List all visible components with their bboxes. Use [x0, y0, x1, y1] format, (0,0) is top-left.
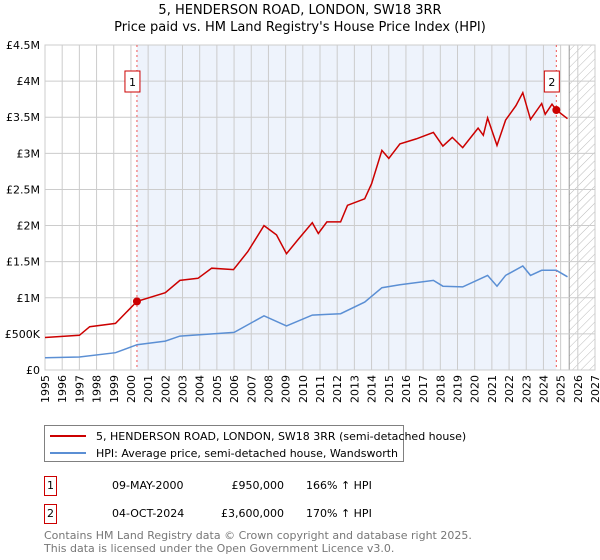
y-tick-label: £0	[26, 364, 40, 377]
sale-marker-box	[124, 70, 141, 93]
y-tick-label: £3.5M	[6, 111, 40, 124]
x-tick-label: 1999	[108, 375, 121, 403]
x-tick-label: 2002	[159, 375, 172, 403]
x-tick-label: 2017	[417, 375, 430, 403]
future-hatched-region	[569, 45, 595, 370]
footer-line-1: Contains HM Land Registry data © Crown c…	[44, 529, 472, 542]
price-chart: 1995 1996 1997 1998 1999 2000 2001 2002 2003 2004…	[5, 39, 600, 403]
x-tick-label: 2011	[314, 375, 327, 403]
x-tick-label: 2003	[177, 375, 190, 403]
y-tick-label: £4M	[17, 75, 41, 88]
y-tick-label: £1.5M	[6, 256, 40, 269]
legend-item-hpi: HPI: Average price, semi-detached house,…	[45, 445, 398, 461]
sale-price: £950,000	[231, 479, 285, 492]
footer-attribution: Contains HM Land Registry data © Crown c…	[44, 529, 472, 555]
sale-hpi-change: 166% ↑ HPI	[306, 479, 372, 492]
x-tick-label: 2001	[142, 375, 155, 403]
x-tick-label: 1995	[39, 375, 52, 403]
sale-marker-label: 1	[129, 76, 136, 89]
x-tick-label: 2014	[366, 375, 379, 403]
legend-label-property: 5, HENDERSON ROAD, LONDON, SW18 3RR (sem…	[96, 429, 467, 443]
x-tick-label: 2007	[245, 375, 258, 403]
x-tick-label: 2023	[520, 375, 533, 403]
red-line-swatch	[50, 435, 86, 437]
y-tick-label: £2M	[17, 220, 41, 233]
sale-date: 04-OCT-2024	[112, 507, 185, 520]
property-series-line	[44, 90, 568, 339]
y-tick-label: £500K	[5, 328, 41, 341]
x-tick-label: 2019	[452, 375, 465, 403]
x-tick-label: 2000	[125, 375, 138, 403]
x-tick-label: 2020	[469, 375, 482, 403]
sale-point	[552, 106, 561, 114]
x-tick-label: 2010	[297, 375, 310, 403]
sale-row-1: 1 09-MAY-2000 £950,000 166% ↑ HPI	[44, 476, 464, 496]
y-tick-label: £1M	[17, 292, 41, 305]
x-tick-label: 1996	[56, 375, 69, 403]
sale-date: 09-MAY-2000	[112, 479, 184, 492]
x-tick-label: 2025	[555, 375, 568, 403]
sale-hpi-change: 170% ↑ HPI	[306, 507, 372, 520]
x-tick-label: 2008	[262, 375, 275, 403]
x-tick-label: 2026	[572, 375, 585, 403]
x-tick-label: 2006	[228, 375, 241, 403]
hpi-series-line	[44, 265, 568, 359]
x-tick-label: 2013	[348, 375, 361, 403]
sale-marker-label: 2	[548, 76, 555, 89]
x-tick-label: 2021	[486, 375, 499, 403]
x-tick-label: 2009	[280, 375, 293, 403]
sale-row-2: 2 04-OCT-2024 £3,600,000 170% ↑ HPI	[44, 504, 464, 524]
legend-label-hpi: HPI: Average price, semi-detached house,…	[96, 446, 398, 460]
footer-line-2: This data is licensed under the Open Gov…	[44, 542, 395, 555]
x-tick-label: 2016	[400, 375, 413, 403]
sale-price: £3,600,000	[221, 507, 284, 520]
x-tick-label: 2004	[194, 375, 207, 403]
sale-marker-badge: 2	[44, 504, 57, 524]
legend: 5, HENDERSON ROAD, LONDON, SW18 3RR (sem…	[44, 425, 466, 462]
x-tick-label: 1998	[91, 375, 104, 403]
x-tick-label: 2005	[211, 375, 224, 403]
sale-marker-badge: 1	[44, 476, 57, 496]
y-tick-label: £3M	[17, 147, 41, 160]
chart-title: 5, HENDERSON ROAD, LONDON, SW18 3RR	[158, 3, 442, 18]
legend-item-property: 5, HENDERSON ROAD, LONDON, SW18 3RR (sem…	[45, 428, 466, 444]
x-tick-label: 2018	[434, 375, 447, 403]
y-tick-label: £2.5M	[6, 183, 40, 196]
blue-line-swatch	[50, 452, 86, 454]
y-tick-label: £4.5M	[6, 39, 40, 52]
x-tick-label: 2012	[331, 375, 344, 403]
sale-marker-box	[543, 70, 560, 93]
x-tick-label: 1997	[73, 375, 86, 403]
sale-point	[132, 297, 141, 306]
x-tick-label: 2024	[537, 375, 550, 403]
x-tick-label: 2027	[589, 375, 600, 403]
chart-subtitle: Price paid vs. HM Land Registry's House …	[114, 20, 486, 35]
x-tick-label: 2015	[383, 375, 396, 403]
x-tick-label: 2022	[503, 375, 516, 403]
